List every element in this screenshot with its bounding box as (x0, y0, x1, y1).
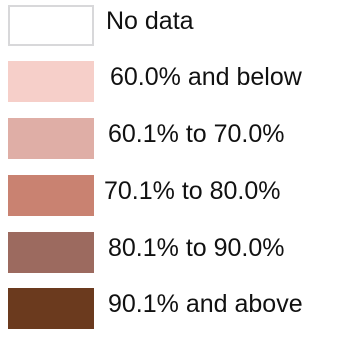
legend-swatch-90-and-above (8, 288, 94, 329)
legend-label-90-and-above: 90.1% and above (108, 290, 303, 318)
legend-swatch-60-to-70 (8, 118, 94, 159)
legend-item-60-to-70: 60.1% to 70.0% (0, 118, 339, 168)
legend-swatch-60-and-below (8, 61, 94, 102)
legend-item-60-and-below: 60.0% and below (0, 61, 339, 111)
legend-label-80-to-90: 80.1% to 90.0% (108, 234, 285, 262)
legend-swatch-70-to-80 (8, 175, 94, 216)
legend-label-60-to-70: 60.1% to 70.0% (108, 120, 285, 148)
legend-label-70-to-80: 70.1% to 80.0% (104, 177, 281, 205)
legend-swatch-no-data (8, 5, 94, 46)
legend-item-no-data: No data (0, 5, 339, 55)
legend-label-60-and-below: 60.0% and below (110, 63, 302, 91)
legend-item-90-and-above: 90.1% and above (0, 288, 339, 338)
legend-item-70-to-80: 70.1% to 80.0% (0, 175, 339, 225)
legend-label-no-data: No data (106, 7, 194, 35)
legend-swatch-80-to-90 (8, 232, 94, 273)
legend-item-80-to-90: 80.1% to 90.0% (0, 232, 339, 282)
